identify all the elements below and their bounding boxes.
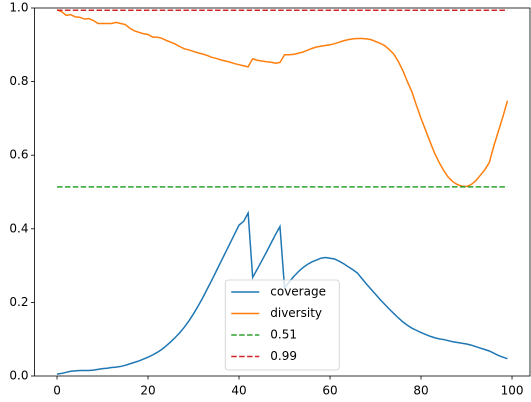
series-line bbox=[56, 9, 509, 188]
x-tick-label: 100 bbox=[501, 384, 524, 398]
legend-label: 0.99 bbox=[270, 349, 297, 363]
x-tick-label: 60 bbox=[322, 384, 337, 398]
x-tick-label: 0 bbox=[53, 384, 61, 398]
legend-label: diversity bbox=[270, 306, 322, 320]
x-tick-label: 40 bbox=[231, 384, 246, 398]
x-tick-label: 80 bbox=[413, 384, 428, 398]
y-tick-label: 0.2 bbox=[9, 295, 28, 309]
y-tick-label: 0.4 bbox=[9, 221, 28, 235]
legend-label: 0.51 bbox=[270, 328, 297, 342]
y-tick-label: 1.0 bbox=[9, 1, 28, 15]
series-line bbox=[56, 210, 508, 375]
x-tick-label: 20 bbox=[140, 384, 155, 398]
axes-frame bbox=[34, 7, 531, 377]
legend-label: coverage bbox=[270, 285, 326, 299]
y-tick-label: 0.8 bbox=[9, 74, 28, 88]
y-tick-label: 0.6 bbox=[9, 148, 28, 162]
legend-box bbox=[224, 279, 340, 371]
y-tick-label: 0.0 bbox=[9, 369, 28, 383]
